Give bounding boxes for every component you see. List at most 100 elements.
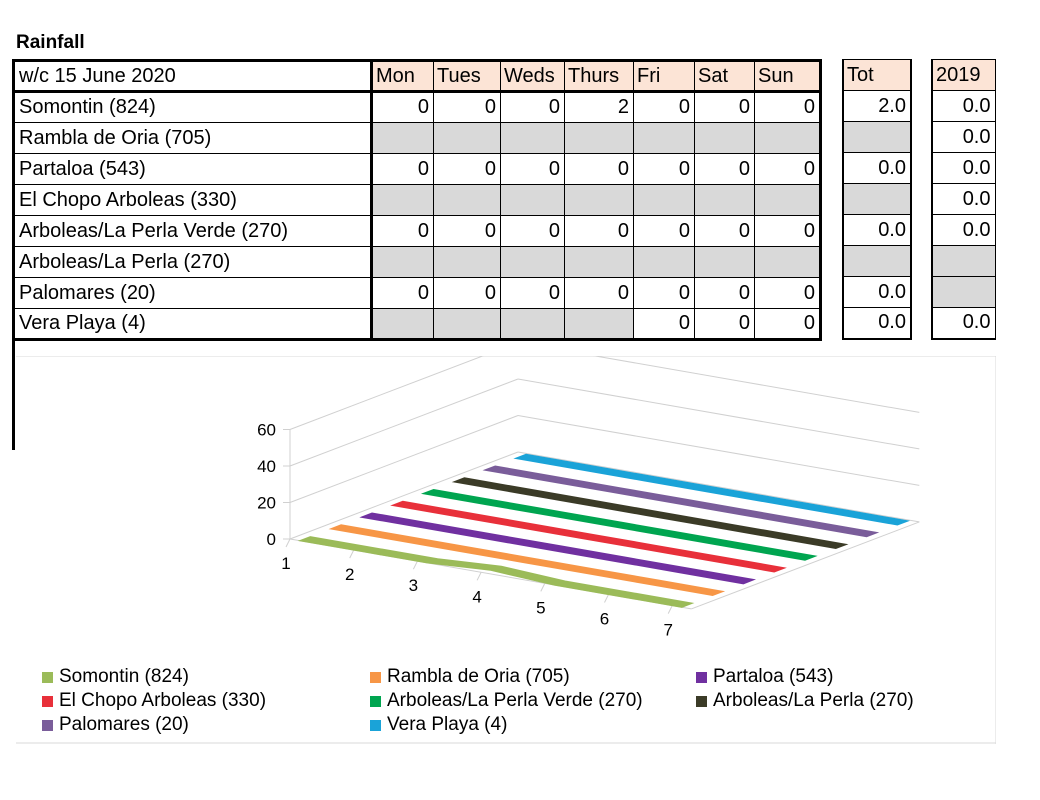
gridline-left-wall xyxy=(289,415,519,503)
legend-swatch xyxy=(696,695,707,707)
legend-label: Partaloa (543) xyxy=(713,666,834,687)
rain-cell: 0 xyxy=(564,277,634,309)
year-header-row: 2019 xyxy=(931,59,996,91)
rain-cell: 0 xyxy=(694,277,755,309)
rain-cell xyxy=(754,184,821,216)
year-row xyxy=(931,276,996,308)
tot-row: 0.0 xyxy=(842,307,912,339)
day-header-fri: Fri xyxy=(633,60,695,93)
total-cell: 0.0 xyxy=(842,152,912,184)
rainfall-table: w/c 15 June 2020 Mon Tues Weds Thurs Fri Sat Su… xyxy=(12,59,822,341)
day-header-mon: Mon xyxy=(371,60,434,93)
rain-cell: 0 xyxy=(564,153,634,185)
legend-item: Rambla de Oria (705) xyxy=(370,666,570,688)
rain-cell xyxy=(371,308,434,340)
rain-cell: 2 xyxy=(564,91,634,123)
rain-cell: 0 xyxy=(500,91,565,123)
rain-cell: 0 xyxy=(371,153,434,185)
day-header-sat: Sat xyxy=(694,60,755,93)
x-tick-label: 2 xyxy=(345,565,354,584)
rain-cell xyxy=(754,246,821,278)
legend-swatch xyxy=(42,671,53,683)
x-tick-label: 5 xyxy=(536,598,545,617)
year-2019-cell xyxy=(931,245,996,277)
rain-cell: 0 xyxy=(371,215,434,247)
tot-row: 0.0 xyxy=(842,152,912,184)
station-name: Arboleas/La Perla (270) xyxy=(13,246,373,278)
station-name: Palomares (20) xyxy=(13,277,373,309)
rain-cell xyxy=(371,246,434,278)
rain-cell: 0 xyxy=(754,308,821,340)
table-row: Palomares (20) 0 0 0 0 0 0 0 xyxy=(13,277,821,309)
rain-cell: 0 xyxy=(433,277,501,309)
tot-row xyxy=(842,183,912,215)
year-row: 0.0 xyxy=(931,121,996,153)
year-2019-cell: 0.0 xyxy=(931,90,996,122)
tot-header: Tot xyxy=(842,59,912,91)
legend-label: Arboleas/La Perla Verde (270) xyxy=(387,690,643,711)
rain-cell: 0 xyxy=(754,91,821,123)
legend-label: Rambla de Oria (705) xyxy=(387,666,570,687)
total-cell: 0.0 xyxy=(842,307,912,339)
rain-cell: 0 xyxy=(694,91,755,123)
legend-item: Partaloa (543) xyxy=(696,666,833,688)
legend-swatch xyxy=(42,719,53,731)
table-row: El Chopo Arboleas (330) xyxy=(13,184,821,216)
x-tick-mark xyxy=(412,560,418,570)
gridline-back-wall xyxy=(517,378,920,450)
year-row: 0.0 xyxy=(931,183,996,215)
x-tick-mark xyxy=(349,549,355,559)
y-tick-label: 0 xyxy=(267,530,276,549)
legend-item: Vera Playa (4) xyxy=(370,714,507,736)
series-line-8 xyxy=(513,453,911,526)
table-header-row: w/c 15 June 2020 Mon Tues Weds Thurs Fri Sat Su… xyxy=(13,60,821,93)
rain-cell: 0 xyxy=(433,153,501,185)
x-tick-label: 7 xyxy=(663,621,672,640)
rain-cell xyxy=(633,122,695,154)
tot-header-row: Tot xyxy=(842,59,912,91)
rain-cell xyxy=(564,184,634,216)
year-2019-cell: 0.0 xyxy=(931,183,996,215)
table-row: Partaloa (543) 0 0 0 0 0 0 0 xyxy=(13,153,821,185)
rain-cell xyxy=(433,246,501,278)
legend-label: Palomares (20) xyxy=(59,714,189,735)
year-row xyxy=(931,245,996,277)
series-line-7 xyxy=(482,465,880,538)
gridline-back-wall xyxy=(592,356,920,413)
x-tick-label: 6 xyxy=(600,610,609,629)
year-2019-cell: 0.0 xyxy=(931,214,996,246)
rain-cell xyxy=(694,122,755,154)
legend-swatch xyxy=(696,671,707,683)
rain-cell xyxy=(500,246,565,278)
total-cell: 0.0 xyxy=(842,276,912,308)
year-row: 0.0 xyxy=(931,90,996,122)
year-row: 0.0 xyxy=(931,214,996,246)
series-line-4 xyxy=(390,500,787,573)
gridline-back-wall xyxy=(517,451,920,523)
rain-cell: 0 xyxy=(633,308,695,340)
gridline-left-wall xyxy=(289,356,485,430)
rain-cell: 0 xyxy=(694,308,755,340)
rain-cell xyxy=(564,308,634,340)
rain-cell xyxy=(633,184,695,216)
rain-cell: 0 xyxy=(633,91,695,123)
chart-title: Rainfall xyxy=(16,32,85,53)
rain-cell xyxy=(633,246,695,278)
series-line-6 xyxy=(451,477,849,550)
table-row: Arboleas/La Perla (270) xyxy=(13,246,821,278)
rain-cell: 0 xyxy=(754,153,821,185)
rain-cell xyxy=(754,122,821,154)
week-label: w/c 15 June 2020 xyxy=(13,60,373,93)
tot-row: 2.0 xyxy=(842,90,912,122)
rain-cell: 0 xyxy=(754,277,821,309)
legend-swatch xyxy=(370,695,381,707)
rain-cell xyxy=(371,184,434,216)
rain-cell xyxy=(564,122,634,154)
rain-cell: 0 xyxy=(371,277,434,309)
y-tick-label: 20 xyxy=(257,494,276,513)
legend-label: Vera Playa (4) xyxy=(387,714,508,735)
legend-swatch xyxy=(42,695,53,707)
rain-cell xyxy=(433,184,501,216)
total-cell: 0.0 xyxy=(842,214,912,246)
year-2019-cell: 0.0 xyxy=(931,152,996,184)
